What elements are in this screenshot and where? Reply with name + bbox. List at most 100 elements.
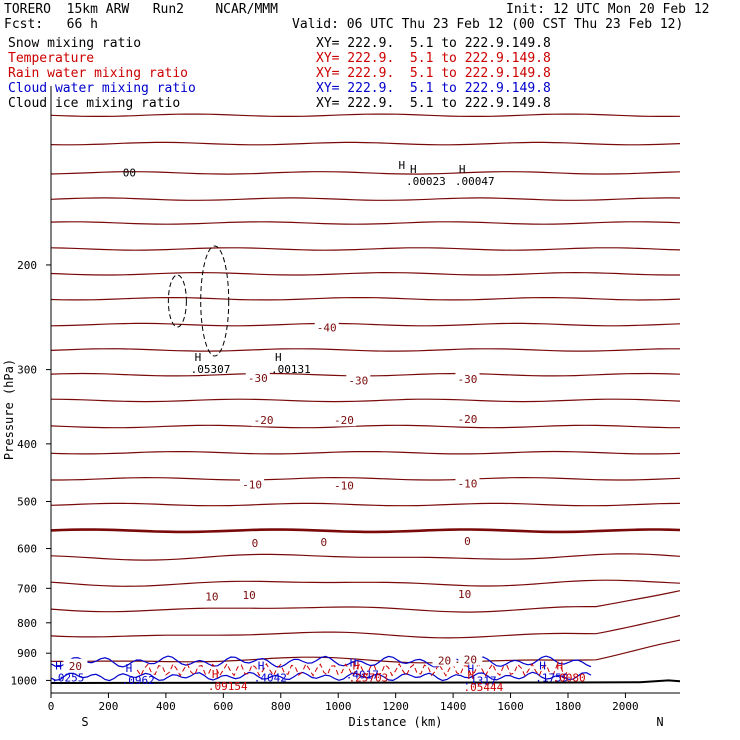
y-tick-label: 400 — [17, 438, 37, 451]
isotherm-line — [50, 348, 680, 352]
isotherm-label: 10 — [243, 589, 256, 602]
x-tick-label: 1800 — [555, 700, 582, 713]
isotherm-label-bg — [240, 477, 265, 491]
isotherm-label-bg — [331, 413, 356, 427]
isotherm-line — [50, 553, 681, 561]
extremum-marker: H — [275, 351, 282, 364]
isotherm-line — [50, 528, 681, 534]
isotherm-line — [50, 450, 681, 455]
isotherm-label-bg — [245, 371, 270, 385]
x-tick-label: 800 — [271, 700, 291, 713]
extremum-marker: H — [467, 663, 474, 676]
legend-xy-cloud-ice: XY= 222.9. 5.1 to 222.9.149.8 — [316, 96, 551, 111]
isotherm-line — [51, 476, 681, 481]
isotherm-label: -10 — [334, 479, 354, 492]
y-axis-title: Pressure (hPa) — [2, 359, 16, 460]
isotherm-label-bg — [455, 411, 480, 425]
isotherm-label-bg — [458, 652, 483, 666]
isotherm-label-bg — [455, 534, 480, 548]
y-tick-label: 1000 — [11, 674, 38, 687]
legend-name-cloud-water: Cloud water mixing ratio — [8, 81, 196, 96]
isotherm-label: 20 — [69, 660, 82, 673]
isotherm-line — [50, 221, 681, 225]
extremum-marker: H — [258, 659, 265, 672]
isotherm-label-bg — [311, 535, 336, 549]
cloud-ice-contour — [167, 274, 187, 328]
forecast-hour: Fcst: 66 h — [4, 17, 98, 32]
isotherm-line — [50, 113, 681, 117]
isotherm-label-bg — [455, 476, 480, 490]
legend-name-rain: Rain water mixing ratio — [8, 66, 189, 81]
isotherm-line — [50, 171, 681, 175]
isotherm-label: -20 — [334, 414, 354, 427]
isotherm-label-bg — [346, 373, 371, 387]
isotherm-label: -10 — [458, 477, 478, 490]
cloud-water-contour — [50, 671, 592, 682]
valid-time: Valid: 06 UTC Thu 23 Feb 12 (00 CST Thu … — [292, 17, 684, 32]
extremum-value: .0080 — [552, 671, 585, 684]
y-tick-label: 500 — [17, 495, 37, 508]
y-tick-label: 300 — [17, 364, 37, 377]
isotherm-label: -30 — [348, 375, 368, 388]
model-title: TORERO 15km ARW Run2 NCAR/MMM — [4, 2, 278, 17]
isotherm-label: -30 — [248, 372, 268, 385]
x-tick-label: 600 — [213, 700, 233, 713]
x-tick-label: 1600 — [497, 700, 524, 713]
isotherm-label: -20 — [458, 413, 478, 426]
legend-xy-cloud-water: XY= 222.9. 5.1 to 222.9.149.8 — [316, 81, 551, 96]
isotherm-label: 20 — [438, 654, 451, 667]
isotherm-line — [50, 398, 681, 403]
isotherm-label-bg — [314, 320, 339, 334]
isotherm-line — [50, 579, 681, 587]
isotherm-line — [50, 639, 681, 664]
extremum-marker: H — [212, 668, 219, 681]
north-label: N — [656, 715, 663, 729]
y-tick-label: 200 — [17, 259, 37, 272]
hydrometeor-contours — [50, 245, 592, 682]
extremum-value: .00131 — [271, 363, 311, 376]
extremum-value: .05444 — [463, 681, 503, 694]
isotherm-label: 20 — [464, 653, 477, 666]
extremum-value: .09154 — [208, 680, 248, 693]
terrain-surface — [50, 679, 681, 684]
legend-name-cloud-ice: Cloud ice mixing ratio — [8, 96, 181, 111]
legend-name-snow: Snow mixing ratio — [8, 36, 142, 51]
legend-xy-temperature: XY= 222.9. 5.1 to 222.9.149.8 — [316, 51, 551, 66]
misc-label: 00 — [123, 167, 136, 180]
isotherm-line — [50, 322, 681, 327]
extremum-value: .0962 — [122, 674, 155, 687]
isotherm-label-bg — [331, 478, 356, 492]
isotherm-label: 10 — [205, 590, 218, 603]
isotherm-line — [50, 297, 681, 301]
y-tick-label: 700 — [17, 582, 37, 595]
extremum-marker: H — [410, 163, 417, 176]
isotherm-label-bg — [63, 658, 88, 672]
isotherm-label-bg — [452, 587, 477, 601]
extremum-value: .1759 — [535, 671, 568, 684]
extremum-marker: H — [467, 669, 474, 682]
extremum-marker: H — [55, 659, 62, 672]
x-tick-label: 200 — [99, 700, 119, 713]
isotherm-line — [50, 502, 681, 507]
isotherm-line — [50, 271, 680, 276]
init-time: Init: 12 UTC Mon 20 Feb 12 — [506, 2, 710, 17]
extremum-marker: H — [195, 351, 202, 364]
isotherm-label-bg — [199, 589, 224, 603]
isotherm-label: -40 — [317, 322, 337, 335]
extremum-marker: H — [539, 659, 546, 672]
isotherm-label-bg — [432, 653, 457, 667]
isotherm-label-bg — [455, 371, 480, 385]
isotherm-line — [50, 197, 681, 201]
temperature-isotherms — [50, 113, 681, 664]
isotherm-label-bg — [242, 535, 267, 549]
isotherm-label: 10 — [458, 588, 471, 601]
extremum-value: .4042 — [254, 671, 287, 684]
legend-xy-snow: XY= 222.9. 5.1 to 222.9.149.8 — [316, 36, 551, 51]
isotherm-label: 0 — [464, 535, 471, 548]
misc-label: H — [399, 159, 406, 172]
isotherm-label-bg — [251, 413, 276, 427]
x-axis-title: Distance (km) — [349, 715, 443, 729]
isotherm-line — [50, 247, 681, 251]
y-tick-label: 900 — [17, 647, 37, 660]
